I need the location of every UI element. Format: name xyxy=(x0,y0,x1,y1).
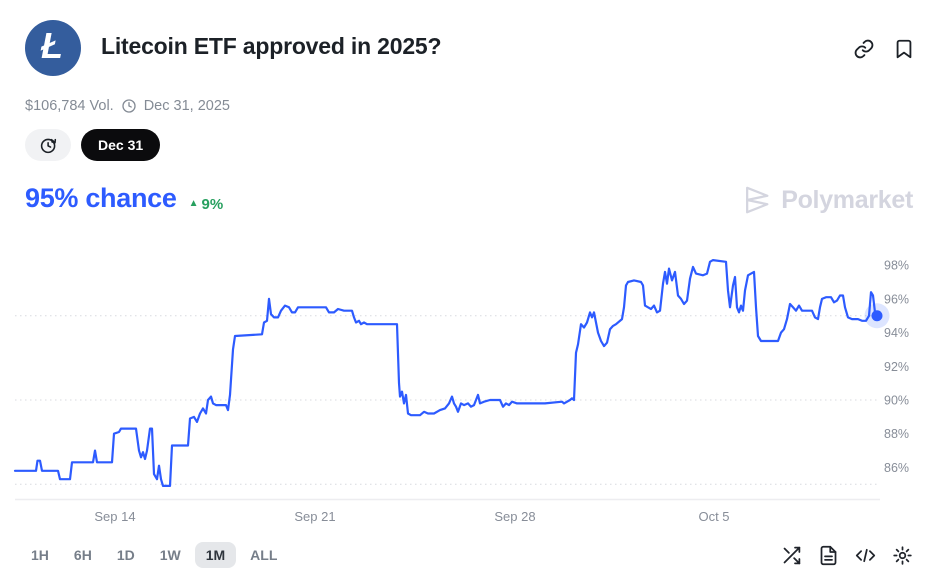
end-date-label: Dec 31, 2025 xyxy=(143,98,230,114)
chance-line-series xyxy=(13,259,879,487)
y-axis-tick: 92% xyxy=(884,360,909,374)
shuffle-icon[interactable] xyxy=(781,545,802,566)
up-arrow-icon: ▲ xyxy=(188,198,199,209)
litecoin-logo: Ł xyxy=(25,20,81,76)
link-icon[interactable] xyxy=(853,38,875,60)
market-meta: $106,784 Vol. Dec 31, 2025 xyxy=(25,98,230,114)
header-actions xyxy=(853,38,915,60)
current-point-dot xyxy=(871,310,883,322)
range-button-6h[interactable]: 6H xyxy=(63,542,103,568)
range-button-1w[interactable]: 1W xyxy=(149,542,192,568)
x-axis-tick: Sep 21 xyxy=(294,509,335,524)
y-axis-tick: 98% xyxy=(884,259,909,273)
outcome-pill-dec-31[interactable]: Dec 31 xyxy=(81,129,161,161)
chance-delta: ▲ 9% xyxy=(189,196,224,213)
x-axis-tick: Sep 14 xyxy=(94,509,135,524)
polymarket-wordmark: Polymarket xyxy=(781,185,913,214)
x-axis-tick: Sep 28 xyxy=(494,509,535,524)
document-icon[interactable] xyxy=(818,545,839,566)
history-pill-button[interactable] xyxy=(25,129,71,161)
polymarket-logo-icon xyxy=(746,186,769,214)
outcome-pill-label: Dec 31 xyxy=(98,137,144,153)
chance-value: 95% chance xyxy=(25,183,177,213)
y-axis-tick: 94% xyxy=(884,326,909,340)
y-axis-tick: 86% xyxy=(884,461,909,475)
chance-delta-value: 9% xyxy=(201,196,224,213)
range-button-1h[interactable]: 1H xyxy=(20,542,60,568)
page-title: Litecoin ETF approved in 2025? xyxy=(101,33,442,59)
polymarket-watermark: Polymarket xyxy=(742,185,913,215)
x-axis-tick: Oct 5 xyxy=(698,509,729,524)
time-range-selector: 1H 6H 1D 1W 1M ALL xyxy=(20,542,288,568)
chance-row: 95% chance ▲ 9% xyxy=(25,183,223,214)
litecoin-logo-letter: Ł xyxy=(41,25,63,66)
settings-icon[interactable] xyxy=(892,545,913,566)
probability-chart[interactable]: 98% 96% 94% 92% 90% 88% 86% Sep 14 Sep 21 Sep 28 O… xyxy=(0,240,939,530)
clock-icon xyxy=(122,99,136,113)
range-button-1m[interactable]: 1M xyxy=(194,542,237,568)
bookmark-icon[interactable] xyxy=(893,38,915,60)
y-axis-tick: 96% xyxy=(884,292,909,306)
range-button-1d[interactable]: 1D xyxy=(106,542,146,568)
y-axis-tick: 88% xyxy=(884,427,909,441)
volume-label: $106,784 Vol. xyxy=(25,98,114,114)
range-button-all[interactable]: ALL xyxy=(239,542,288,568)
outcome-pills: Dec 31 xyxy=(25,129,161,161)
code-icon[interactable] xyxy=(855,545,876,566)
y-axis-tick: 90% xyxy=(884,394,909,408)
chart-tools xyxy=(781,545,913,566)
clock-countdown-icon xyxy=(40,138,56,153)
